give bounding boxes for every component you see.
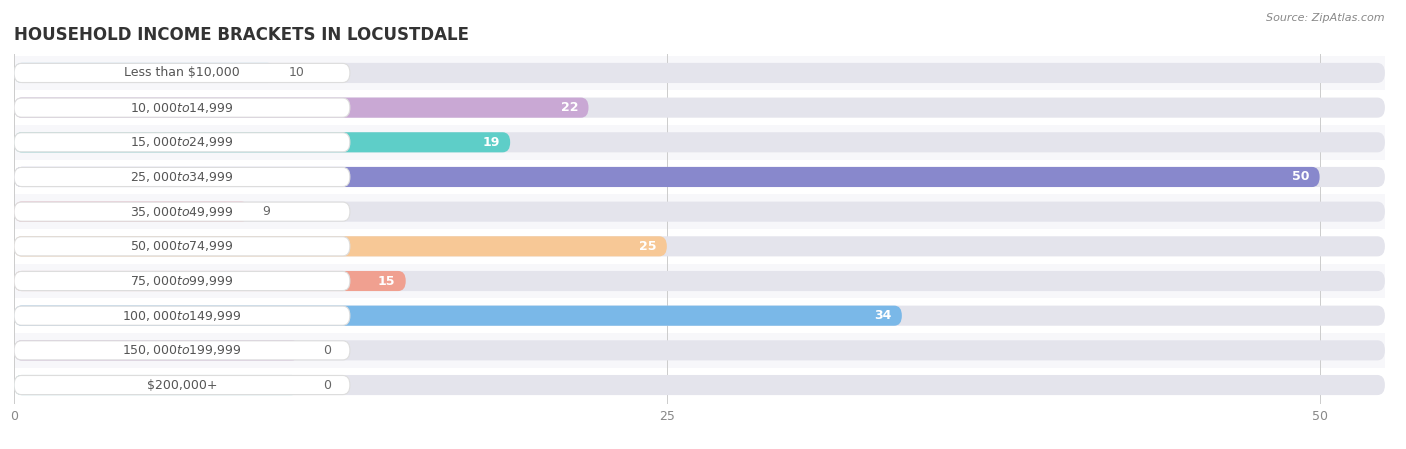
FancyBboxPatch shape bbox=[14, 132, 1385, 152]
FancyBboxPatch shape bbox=[14, 340, 299, 361]
FancyBboxPatch shape bbox=[14, 368, 1385, 402]
FancyBboxPatch shape bbox=[14, 264, 1385, 298]
Text: $75,000 to $99,999: $75,000 to $99,999 bbox=[131, 274, 233, 288]
FancyBboxPatch shape bbox=[14, 272, 350, 291]
FancyBboxPatch shape bbox=[14, 97, 1385, 118]
FancyBboxPatch shape bbox=[14, 375, 299, 395]
FancyBboxPatch shape bbox=[14, 125, 1385, 160]
FancyBboxPatch shape bbox=[14, 202, 1385, 222]
Text: HOUSEHOLD INCOME BRACKETS IN LOCUSTDALE: HOUSEHOLD INCOME BRACKETS IN LOCUSTDALE bbox=[14, 26, 470, 44]
FancyBboxPatch shape bbox=[14, 98, 350, 117]
Text: 10: 10 bbox=[288, 66, 304, 79]
Text: Less than $10,000: Less than $10,000 bbox=[124, 66, 240, 79]
FancyBboxPatch shape bbox=[14, 194, 1385, 229]
FancyBboxPatch shape bbox=[14, 306, 1385, 326]
FancyBboxPatch shape bbox=[14, 167, 350, 186]
FancyBboxPatch shape bbox=[14, 167, 1320, 187]
Text: 0: 0 bbox=[322, 344, 330, 357]
FancyBboxPatch shape bbox=[14, 63, 350, 83]
Text: 34: 34 bbox=[875, 309, 891, 322]
FancyBboxPatch shape bbox=[14, 306, 901, 326]
FancyBboxPatch shape bbox=[14, 90, 1385, 125]
FancyBboxPatch shape bbox=[14, 271, 406, 291]
Text: $50,000 to $74,999: $50,000 to $74,999 bbox=[131, 239, 233, 253]
FancyBboxPatch shape bbox=[14, 333, 1385, 368]
Text: $15,000 to $24,999: $15,000 to $24,999 bbox=[131, 135, 233, 150]
FancyBboxPatch shape bbox=[14, 63, 276, 83]
FancyBboxPatch shape bbox=[14, 229, 1385, 264]
Text: 0: 0 bbox=[322, 379, 330, 392]
Text: 15: 15 bbox=[378, 274, 395, 287]
Text: $25,000 to $34,999: $25,000 to $34,999 bbox=[131, 170, 233, 184]
Text: $35,000 to $49,999: $35,000 to $49,999 bbox=[131, 205, 233, 219]
FancyBboxPatch shape bbox=[14, 341, 350, 360]
FancyBboxPatch shape bbox=[14, 340, 1385, 361]
Text: Source: ZipAtlas.com: Source: ZipAtlas.com bbox=[1267, 13, 1385, 23]
Text: 50: 50 bbox=[1292, 171, 1309, 184]
FancyBboxPatch shape bbox=[14, 298, 1385, 333]
Text: 9: 9 bbox=[262, 205, 270, 218]
FancyBboxPatch shape bbox=[14, 167, 1385, 187]
FancyBboxPatch shape bbox=[14, 132, 510, 152]
FancyBboxPatch shape bbox=[14, 56, 1385, 90]
Text: 22: 22 bbox=[561, 101, 578, 114]
FancyBboxPatch shape bbox=[14, 202, 249, 222]
FancyBboxPatch shape bbox=[14, 236, 1385, 256]
FancyBboxPatch shape bbox=[14, 306, 350, 325]
FancyBboxPatch shape bbox=[14, 202, 350, 221]
FancyBboxPatch shape bbox=[14, 160, 1385, 194]
FancyBboxPatch shape bbox=[14, 237, 350, 256]
Text: $200,000+: $200,000+ bbox=[146, 379, 218, 392]
FancyBboxPatch shape bbox=[14, 375, 1385, 395]
Text: $10,000 to $14,999: $10,000 to $14,999 bbox=[131, 101, 233, 114]
FancyBboxPatch shape bbox=[14, 236, 666, 256]
Text: $100,000 to $149,999: $100,000 to $149,999 bbox=[122, 308, 242, 323]
FancyBboxPatch shape bbox=[14, 97, 589, 118]
FancyBboxPatch shape bbox=[14, 133, 350, 152]
FancyBboxPatch shape bbox=[14, 271, 1385, 291]
FancyBboxPatch shape bbox=[14, 63, 1385, 83]
FancyBboxPatch shape bbox=[14, 375, 350, 395]
Text: 25: 25 bbox=[638, 240, 657, 253]
Text: 19: 19 bbox=[482, 136, 499, 149]
Text: $150,000 to $199,999: $150,000 to $199,999 bbox=[122, 343, 242, 357]
